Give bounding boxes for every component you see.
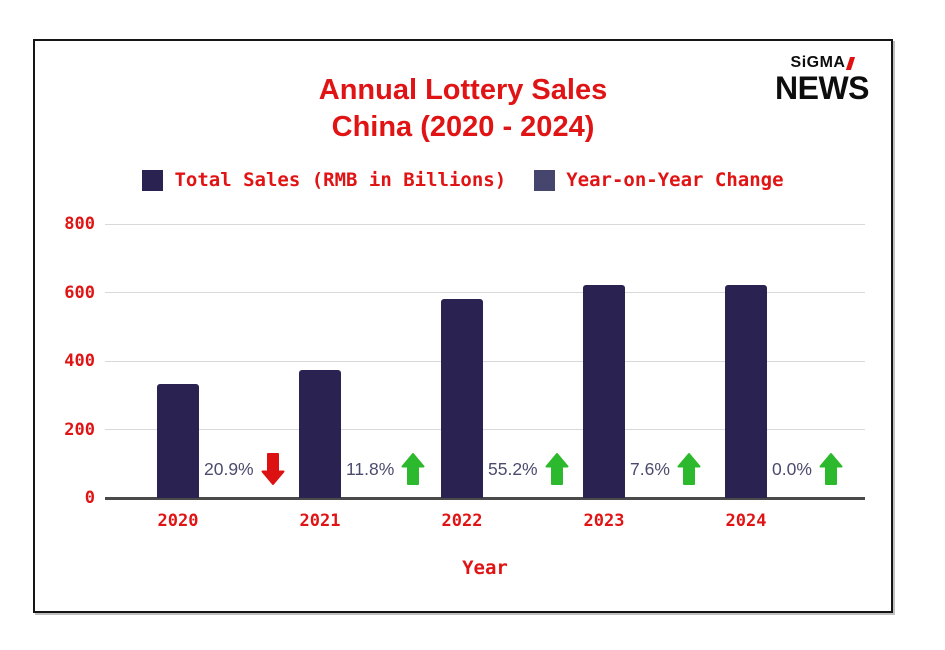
yoy-value-2023: 7.6% xyxy=(630,458,670,479)
y-tick-label-0: 0 xyxy=(84,488,95,508)
yoy-annotation-2022: 55.2% xyxy=(488,452,569,486)
gridline-200 xyxy=(105,429,865,430)
chart-title: Annual Lottery Sales China (2020 - 2024) xyxy=(35,72,891,146)
plot-area: 2020 20.9% 2021 11.8% 2022 55.2% 2023 7.6% 2024 0… xyxy=(105,223,865,531)
x-tick-label-2024: 2024 xyxy=(725,511,767,531)
yoy-value-2020: 20.9% xyxy=(204,458,254,479)
x-axis-title: Year xyxy=(462,557,508,579)
gridline-600 xyxy=(105,292,865,293)
legend-item-yoy-change: Year-on-Year Change xyxy=(534,169,784,191)
bar-2022 xyxy=(441,299,483,498)
yoy-value-2021: 11.8% xyxy=(346,458,395,479)
bar-2021 xyxy=(299,370,341,498)
gridline-800 xyxy=(105,223,865,225)
trend-down-arrow-icon xyxy=(261,453,285,485)
bar-2023 xyxy=(583,284,625,498)
x-tick-label-2020: 2020 xyxy=(157,511,199,531)
y-axis-labels: 0 200 400 600 800 xyxy=(35,214,95,508)
infographic-frame: Annual Lottery Sales China (2020 - 2024)… xyxy=(33,39,893,613)
yoy-annotation-2024: 0.0% xyxy=(772,452,843,486)
logo-brand-text: SiGMA xyxy=(790,54,846,71)
chart-title-line2: China (2020 - 2024) xyxy=(331,111,595,144)
legend-swatch-total-sales xyxy=(142,169,164,191)
bar-2020 xyxy=(157,383,199,498)
logo-red-slash-icon xyxy=(846,56,856,70)
yoy-value-2024: 0.0% xyxy=(772,458,812,479)
y-tick-label-200: 200 xyxy=(64,419,95,440)
gridline-400 xyxy=(105,360,865,362)
chart-legend: Total Sales (RMB in Billions) Year-on-Ye… xyxy=(35,169,891,191)
x-tick-label-2022: 2022 xyxy=(441,511,483,531)
trend-up-arrow-icon xyxy=(545,453,569,485)
chart-title-line1: Annual Lottery Sales xyxy=(318,74,608,106)
x-tick-label-2023: 2023 xyxy=(583,511,625,531)
sigma-news-logo: SiGMA NEWS xyxy=(766,55,878,106)
y-tick-label-600: 600 xyxy=(64,282,95,303)
legend-swatch-yoy-change xyxy=(534,169,556,191)
trend-up-arrow-icon xyxy=(677,453,701,485)
logo-news-text: NEWS xyxy=(775,70,870,106)
yoy-value-2022: 55.2% xyxy=(488,458,538,479)
legend-label-yoy-change: Year-on-Year Change xyxy=(566,169,784,191)
trend-up-arrow-icon xyxy=(401,453,425,485)
legend-label-total-sales: Total Sales (RMB in Billions) xyxy=(174,169,507,191)
yoy-annotation-2020: 20.9% xyxy=(204,452,285,486)
x-axis-baseline xyxy=(105,497,865,500)
yoy-annotation-2021: 11.8% xyxy=(346,452,425,486)
y-tick-label-800: 800 xyxy=(64,214,95,234)
trend-up-arrow-icon xyxy=(819,453,843,485)
yoy-annotation-2023: 7.6% xyxy=(630,452,701,486)
y-tick-label-400: 400 xyxy=(64,351,95,371)
x-tick-label-2021: 2021 xyxy=(299,511,341,531)
legend-item-total-sales: Total Sales (RMB in Billions) xyxy=(142,169,506,191)
bar-2024 xyxy=(725,284,767,498)
logo-brand-row: SiGMA xyxy=(766,55,878,71)
